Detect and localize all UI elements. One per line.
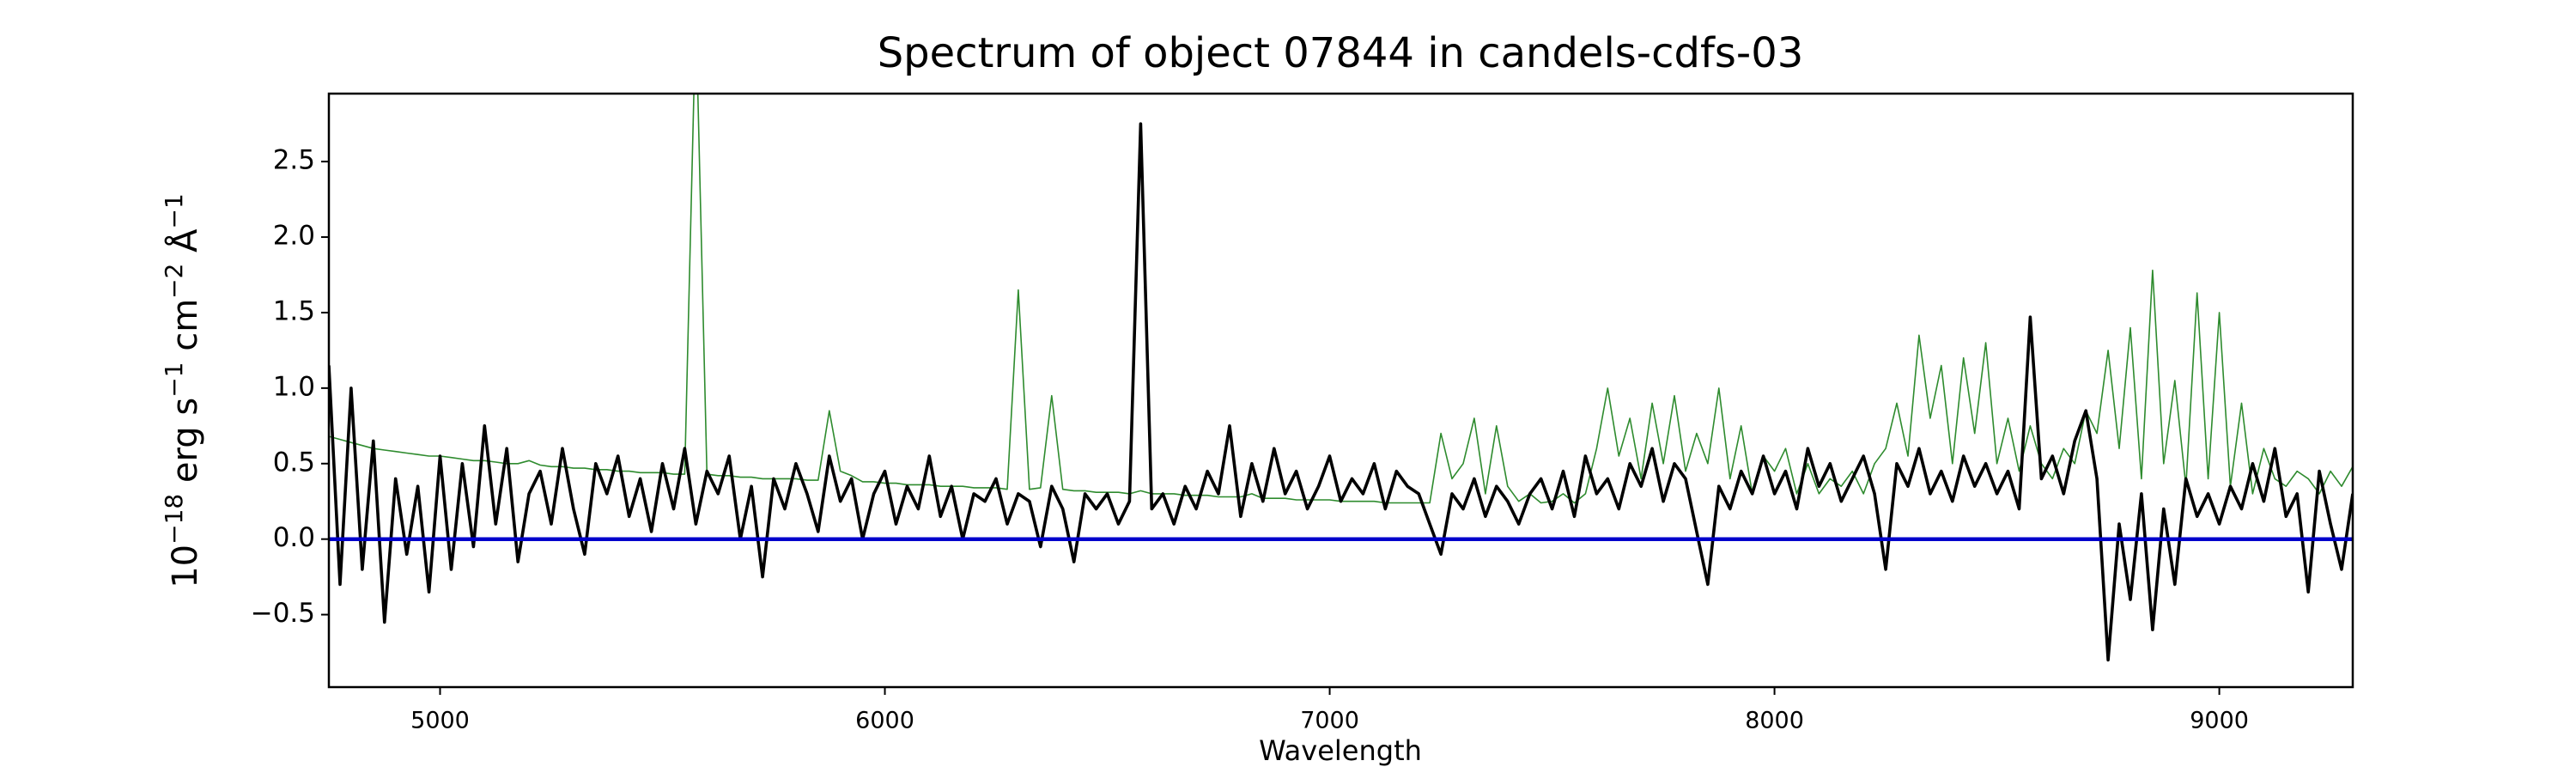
x-tick-label: 5000 bbox=[410, 708, 470, 734]
y-tick-label: 2.5 bbox=[273, 145, 315, 176]
plot-frame bbox=[327, 92, 2354, 689]
y-axis-label-part: Å bbox=[164, 228, 205, 264]
y-axis-label-part: cm bbox=[166, 299, 205, 362]
x-tick-label: 7000 bbox=[1300, 708, 1359, 734]
y-axis-label: 10−18 erg s−1 cm−2 Å−1 bbox=[160, 193, 205, 588]
y-axis-label-exponent: −18 bbox=[160, 494, 188, 545]
x-tick-label: 9000 bbox=[2190, 708, 2249, 734]
y-axis-label-part: erg s bbox=[166, 398, 205, 494]
y-tick-label: 0.5 bbox=[273, 447, 315, 478]
x-tick-label: 6000 bbox=[855, 708, 914, 734]
y-axis-label-exponent: −2 bbox=[160, 264, 188, 299]
chart-title: Spectrum of object 07844 in candels-cdfs… bbox=[878, 29, 1804, 77]
spectrum-line bbox=[329, 122, 2353, 662]
y-tick-label: 2.0 bbox=[273, 221, 315, 252]
y-tick-label: 0.0 bbox=[273, 522, 315, 553]
y-tick-label: 1.0 bbox=[273, 371, 315, 402]
y-tick-label: −0.5 bbox=[251, 598, 315, 629]
y-axis-label-part: 10 bbox=[166, 545, 205, 588]
y-tick-label: 1.5 bbox=[273, 295, 315, 326]
y-axis-label-exponent: −1 bbox=[160, 362, 188, 398]
y-axis-label-exponent: −1 bbox=[160, 193, 188, 228]
x-tick-label: 8000 bbox=[1745, 708, 1804, 734]
plot-area bbox=[329, 94, 2353, 662]
x-axis-label: Wavelength bbox=[1259, 734, 1422, 767]
